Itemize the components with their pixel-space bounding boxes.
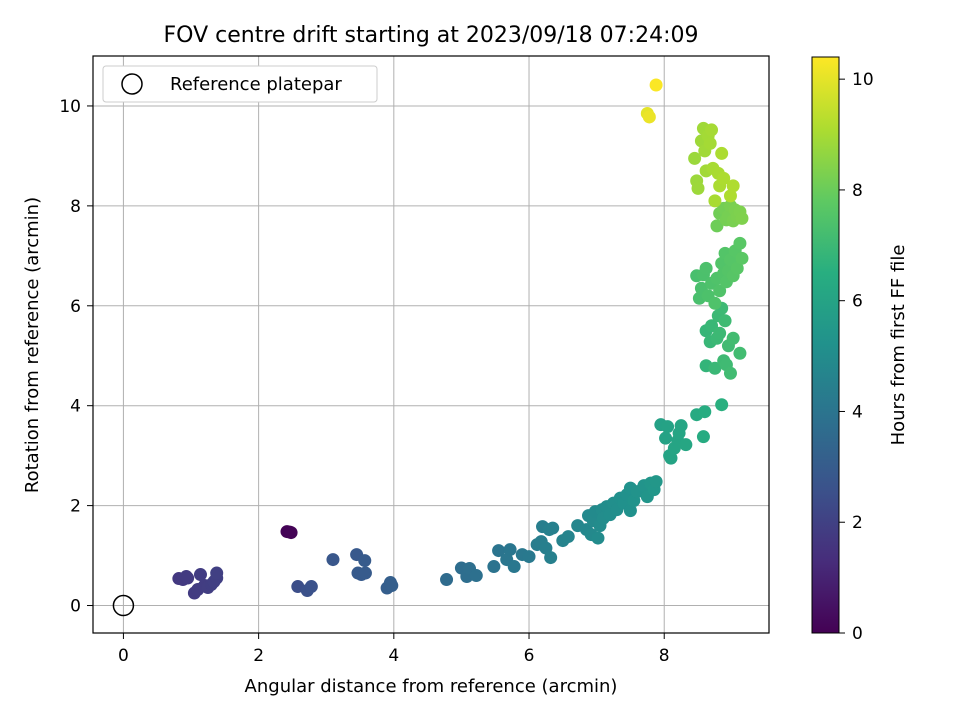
y-tick-label: 4 [70, 397, 81, 417]
chart-title: FOV centre drift starting at 2023/09/18 … [164, 23, 699, 48]
data-point [642, 110, 656, 124]
colorbar-tick-label: 0 [852, 624, 863, 644]
reference-marker-group [112, 594, 135, 617]
data-point [726, 179, 740, 193]
colorbar-tick-label: 2 [852, 513, 863, 533]
y-tick-label: 0 [70, 597, 81, 617]
data-point [674, 419, 688, 433]
data-point [733, 236, 747, 250]
data-point [696, 430, 710, 444]
data-point [304, 580, 318, 594]
data-point [698, 405, 712, 419]
data-point [708, 296, 722, 310]
data-point [715, 146, 729, 160]
colorbar: 0 2 4 6 8 10 Hours from first FF file [811, 56, 909, 644]
colorbar-tick-label: 4 [852, 402, 863, 422]
data-point [507, 560, 521, 574]
data-point [181, 571, 195, 585]
colorbar-ticks: 0 2 4 6 8 10 [839, 70, 874, 644]
x-tick-label: 6 [524, 646, 535, 666]
colorbar-gradient [811, 56, 840, 634]
x-tick-label: 0 [118, 646, 129, 666]
data-point [649, 78, 663, 92]
data-point [733, 346, 747, 360]
data-point [717, 171, 731, 185]
y-grid [93, 105, 769, 607]
data-point [659, 431, 673, 445]
data-point [358, 566, 372, 580]
data-point [723, 366, 737, 380]
colorbar-tick-label: 10 [852, 70, 874, 90]
data-point [210, 566, 224, 580]
data-point [193, 568, 207, 582]
data-point [440, 573, 454, 587]
data-point [326, 553, 340, 567]
data-point [385, 579, 399, 593]
data-point [726, 331, 740, 345]
data-point [284, 526, 298, 540]
data-point [708, 361, 722, 375]
data-point [522, 550, 536, 564]
data-point [735, 211, 749, 225]
data-point [664, 451, 678, 465]
data-point [723, 189, 737, 203]
x-tick-label: 8 [659, 646, 670, 666]
data-point [713, 326, 727, 340]
plot-frame [92, 55, 770, 634]
colorbar-tick-label: 8 [852, 181, 863, 201]
data-point [492, 544, 506, 558]
data-point [503, 543, 517, 557]
data-point [469, 569, 483, 583]
data-point [713, 284, 727, 298]
data-point [730, 261, 744, 275]
data-point [679, 438, 693, 452]
data-point [546, 521, 560, 535]
data-point [691, 181, 705, 195]
data-point [544, 551, 558, 565]
data-point [591, 531, 605, 545]
data-point [708, 194, 722, 208]
data-point [735, 251, 749, 265]
data-point [358, 554, 372, 568]
y-tick-label: 10 [59, 97, 81, 117]
data-point [710, 219, 724, 233]
data-point [699, 261, 713, 275]
data-point [688, 151, 702, 165]
x-axis-label: Angular distance from reference (arcmin) [245, 676, 618, 697]
colorbar-tick-label: 6 [852, 292, 863, 312]
y-axis-label: Rotation from reference (arcmin) [22, 197, 43, 493]
data-point [715, 398, 729, 412]
y-tick-label: 2 [70, 497, 81, 517]
data-point [705, 123, 719, 137]
legend-entry-reference: Reference platepar [170, 74, 342, 95]
data-point [623, 504, 637, 518]
y-axis-ticks: 0 2 4 6 8 10 [59, 97, 93, 617]
data-point [718, 314, 732, 328]
colorbar-label: Hours from first FF file [888, 245, 909, 446]
y-tick-label: 8 [70, 197, 81, 217]
data-point [487, 560, 501, 574]
legend: Reference platepar [102, 65, 378, 103]
y-tick-label: 6 [70, 297, 81, 317]
data-points [172, 78, 749, 600]
x-tick-label: 4 [388, 646, 399, 666]
x-grid [122, 56, 665, 633]
data-point [661, 420, 675, 434]
data-point [703, 136, 717, 150]
data-point [649, 475, 663, 489]
legend-marker-icon [121, 73, 143, 95]
reference-platepar-marker [112, 594, 135, 617]
x-tick-label: 2 [253, 646, 264, 666]
x-axis-ticks: 0 2 4 6 8 [118, 633, 670, 666]
data-point [561, 530, 575, 544]
legend-box [102, 65, 378, 103]
